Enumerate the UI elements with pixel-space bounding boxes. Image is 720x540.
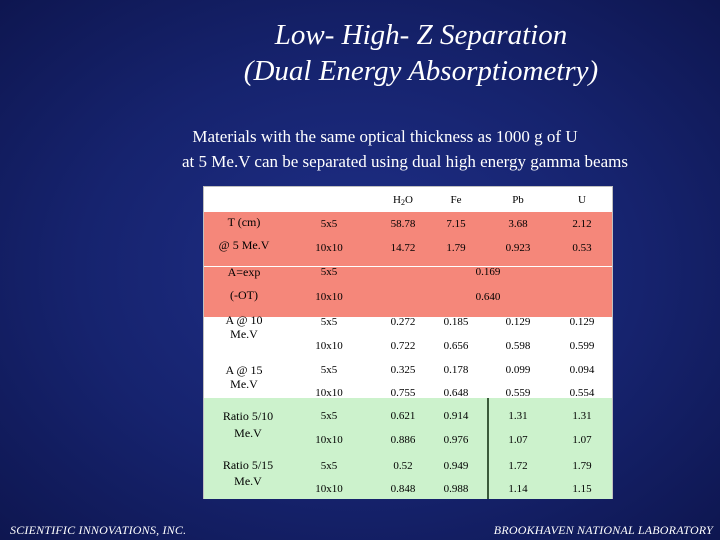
label-a15: A @ 15 [225, 363, 263, 377]
t-r1-pb: 3.68 [508, 218, 528, 230]
a15-r1-u: 0.094 [569, 364, 595, 376]
ratio-divider [487, 398, 489, 499]
r15-r1-h2o: 0.52 [393, 460, 413, 472]
t-r2-pb: 0.923 [505, 242, 531, 254]
title-line-2: (Dual Energy Absorptiometry) [243, 55, 599, 87]
t-size-2: 10x10 [315, 242, 343, 254]
label-a10: A @ 10 [225, 313, 263, 327]
title-line-1: Low- High- Z Separation [274, 19, 568, 51]
r10-r2-u: 1.07 [572, 434, 592, 446]
label-a10-unit: Me.V [230, 327, 258, 341]
a15-r2-pb: 0.559 [505, 387, 531, 399]
label-t-energy: @ 5 Me.V [218, 238, 270, 252]
band-ratios [204, 398, 612, 499]
label-r15: Ratio 5/15 [222, 458, 274, 472]
label-r10: Ratio 5/10 [222, 409, 274, 423]
t-r1-h2o: 58.78 [390, 218, 416, 230]
t-r1-u: 2.12 [572, 218, 592, 230]
footer-company: SCIENTIFIC INNOVATIONS, INC. [10, 523, 187, 537]
r15-r2-h2o: 0.848 [390, 483, 416, 495]
t-size-1: 5x5 [320, 218, 338, 230]
r10-r2-pb: 1.07 [508, 434, 528, 446]
label-a-formula: (-OT) [230, 288, 258, 302]
t-r1-fe: 7.15 [446, 218, 466, 230]
a-r1-value: 0.169 [475, 266, 501, 278]
a10-r1-fe: 0.185 [443, 316, 469, 328]
a-size-1: 5x5 [320, 266, 338, 278]
r10-r1-u: 1.31 [572, 410, 592, 422]
r15-size-2: 10x10 [315, 483, 343, 495]
r10-r2-fe: 0.976 [443, 434, 469, 446]
a10-size-1: 5x5 [320, 316, 338, 328]
r10-r1-pb: 1.31 [508, 410, 528, 422]
a-r2-value: 0.640 [475, 291, 501, 303]
r15-r2-pb: 1.14 [508, 483, 528, 495]
a15-r1-pb: 0.099 [505, 364, 531, 376]
label-a: A=exp [227, 265, 261, 279]
a10-r2-fe: 0.656 [443, 340, 469, 352]
label-r10-unit: Me.V [234, 426, 262, 440]
r10-size-2: 10x10 [315, 434, 343, 446]
label-a15-unit: Me.V [230, 377, 258, 391]
r15-size-1: 5x5 [320, 460, 338, 472]
data-table: H2O Fe Pb U T (cm) @ 5 Me.V 5x5 58.78 7.… [203, 186, 613, 499]
r10-r2-h2o: 0.886 [390, 434, 416, 446]
a10-r1-u: 0.129 [569, 316, 595, 328]
t-r2-u: 0.53 [572, 242, 592, 254]
a10-r2-h2o: 0.722 [390, 340, 416, 352]
header-h2o: H2O [393, 194, 413, 207]
label-r15-unit: Me.V [234, 474, 262, 488]
r15-r2-u: 1.15 [572, 483, 592, 495]
a15-r1-h2o: 0.325 [390, 364, 416, 376]
r15-r1-pb: 1.72 [508, 460, 528, 472]
a15-r2-h2o: 0.755 [390, 387, 416, 399]
subtitle-line-2: at 5 Me.V can be separated using dual hi… [182, 152, 628, 171]
a10-r1-h2o: 0.272 [390, 316, 416, 328]
r15-r1-u: 1.79 [572, 460, 592, 472]
band-attenuation [204, 267, 612, 317]
label-t: T (cm) [227, 215, 261, 229]
t-r2-h2o: 14.72 [390, 242, 416, 254]
r10-r1-fe: 0.914 [443, 410, 469, 422]
a15-r2-u: 0.554 [569, 387, 595, 399]
a10-r2-pb: 0.598 [505, 340, 531, 352]
r10-r1-h2o: 0.621 [390, 410, 416, 422]
a15-r2-fe: 0.648 [443, 387, 469, 399]
a10-r1-pb: 0.129 [505, 316, 531, 328]
header-fe: Fe [450, 194, 462, 206]
a15-size-2: 10x10 [315, 387, 343, 399]
footer-lab: BROOKHAVEN NATIONAL LABORATORY [493, 523, 713, 537]
a15-r1-fe: 0.178 [443, 364, 469, 376]
r15-r1-fe: 0.949 [443, 460, 469, 472]
r15-r2-fe: 0.988 [443, 483, 469, 495]
a-size-2: 10x10 [315, 291, 343, 303]
slide-subtitle: Materials with the same optical thicknes… [0, 124, 720, 174]
a10-size-2: 10x10 [315, 340, 343, 352]
band-thickness [204, 212, 612, 266]
header-u: U [578, 194, 586, 206]
t-r2-fe: 1.79 [446, 242, 466, 254]
subtitle-line-1: Materials with the same optical thicknes… [192, 127, 578, 146]
r10-size-1: 5x5 [320, 410, 338, 422]
a10-r2-u: 0.599 [569, 340, 595, 352]
a15-size-1: 5x5 [320, 364, 338, 376]
header-pb: Pb [512, 194, 524, 206]
slide-title: Low- High- Z Separation (Dual Energy Abs… [0, 17, 720, 89]
